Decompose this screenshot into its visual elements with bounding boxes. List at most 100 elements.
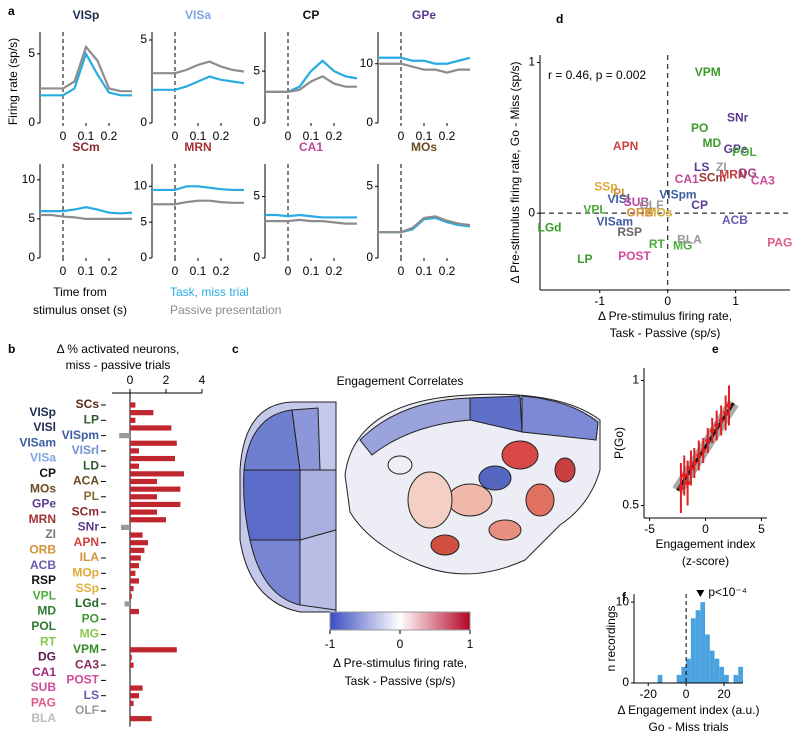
point-label: LS [694,160,709,174]
bar [130,547,145,553]
panel-letter: c [232,342,239,356]
bar [130,532,143,538]
category-label: VPM [73,642,99,656]
x-tick-label: 0.2 [213,264,230,278]
x-tick-label: 2 [163,373,170,387]
x-tick-label: -1 [594,294,605,308]
panel-title: CP [303,8,320,22]
category-label: MD [37,604,56,618]
x-tick-label: 0.2 [326,129,343,143]
x-tick-label: 0.1 [190,129,207,143]
point [718,418,724,423]
category-label: VISam [19,435,56,449]
bar [124,601,130,607]
label-line: Task - Passive (sp/s) [610,326,721,340]
category-label: VISl [33,420,56,434]
panel-title: VISp [73,8,100,22]
histogram-bar [676,674,682,683]
label-line: Engagement index [655,537,755,551]
label-line: Δ % activated neurons, [57,342,180,356]
category-label: VISpm [62,428,99,442]
y-tick-label: 10 [134,179,148,193]
y-axis-label: Firing rate (sp/s) [6,38,20,125]
x-tick-label: 0 [60,129,67,143]
series-line [40,51,132,97]
panel-letter: e [712,342,719,356]
category-label: LGd [75,596,99,610]
point-label: MOs [647,205,673,219]
series-line [40,206,133,215]
category-label: SUB [31,680,57,694]
category-label: VISp [29,405,56,419]
bar [130,716,152,722]
category-label: ORB [29,543,56,557]
point-label: CA1 [675,172,699,186]
category-label: BLA [31,711,56,725]
point-label: DG [739,166,757,180]
category-label: CP [39,466,56,480]
point-label: APN [613,139,638,153]
y-tick-label: 10 [22,172,36,186]
point-label: PAG [767,235,792,249]
point-label: GPe [724,142,748,156]
label-line: (z-score) [682,554,729,568]
colorbar-tick-label: -1 [325,637,336,651]
bar [130,440,177,446]
colorbar-tick-label: 1 [467,637,474,651]
y-tick-label: 5 [253,63,260,77]
point-label: CP [691,198,708,212]
x-tick-label: 0 [683,687,690,701]
bar [130,425,172,431]
panel-letter: f [622,590,627,604]
y-tick-label: 0 [253,250,260,264]
panel-title: VISa [185,8,211,22]
category-label: OLF [75,703,99,717]
histogram-bar [719,666,725,683]
point-label: OLF [639,198,663,212]
y-tick-label: 10 [360,56,374,70]
bar [119,433,130,439]
point-label: ORB [627,205,654,219]
x-tick-label: 0 [285,264,292,278]
bar [130,448,139,454]
point-label: PO [691,121,708,135]
series-line [265,218,357,225]
bar [130,662,134,668]
y-tick-label: 0 [528,205,535,219]
point-label: CA3 [751,174,775,188]
x-tick-label: 0 [398,129,405,143]
y-tick-label: 5 [253,189,260,203]
x-tick-label: 0.2 [213,129,230,143]
x-tick-label: 0 [172,129,179,143]
series-line [378,62,470,74]
category-label: ACB [30,558,56,572]
x-tick-label: 0 [398,264,405,278]
bar [130,478,157,485]
x-tick-label: 4 [199,373,206,387]
category-label: ZI [45,527,56,541]
point-label: SCm [699,171,726,185]
panel-title: MOs [411,140,437,154]
category-label: LP [84,412,99,426]
category-label: LS [84,688,99,702]
category-label: DG [38,650,56,664]
bar [130,501,181,508]
point-label: SNr [727,110,749,124]
x-tick-label: 0.1 [78,129,95,143]
annotation: r = 0.46, p = 0.002 [548,68,646,82]
point [696,453,702,458]
bar [130,540,148,546]
x-tick-label: 0.1 [78,264,95,278]
bar [130,586,134,592]
y-tick-label: 5 [366,179,373,193]
bar [130,693,139,699]
series-line [265,213,357,219]
point-label: VISpm [659,187,696,201]
series-line [152,185,244,192]
category-label: MRN [29,512,56,526]
histogram-bar [724,674,729,683]
x-tick-label: 0.2 [439,129,456,143]
series-line [152,75,245,91]
bar [130,685,143,691]
